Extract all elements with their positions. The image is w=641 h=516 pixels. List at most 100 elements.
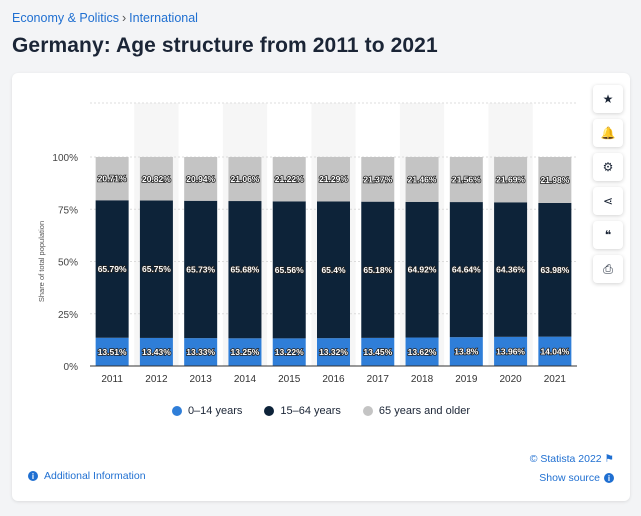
legend-dot-icon — [171, 406, 182, 416]
data-label: 13.96% — [496, 346, 525, 356]
bar-segment-0 — [184, 338, 218, 366]
bar-segment-0 — [494, 336, 528, 366]
data-label: 21.56% — [452, 175, 481, 185]
bar-segment-1 — [538, 202, 572, 337]
bar-segment-2 — [449, 157, 483, 203]
bar-segment-2 — [317, 156, 350, 202]
bar-segment-0 — [272, 338, 306, 366]
data-label: 20.82% — [142, 174, 171, 184]
bar-segment-1 — [449, 202, 483, 338]
x-tick-label: 2019 — [455, 374, 478, 385]
data-label: 21.46% — [408, 174, 437, 184]
data-label: 21.06% — [231, 174, 260, 184]
show-source-link[interactable]: Show source i — [539, 472, 614, 484]
copyright-text: © Statista 2022 — [529, 453, 602, 465]
data-label: 13.32% — [319, 347, 348, 357]
data-label: 65.56% — [275, 265, 304, 275]
legend-item-65-plus[interactable]: 65 years and older — [362, 405, 471, 417]
bar-segment-0 — [139, 337, 173, 366]
legend-label: 65 years and older — [378, 405, 471, 417]
bar-segment-0 — [361, 337, 395, 366]
legend-label: 15–64 years — [280, 405, 341, 417]
chart-legend: 0–14 years 15–64 years 65 years and olde… — [12, 405, 630, 417]
legend-dot-icon — [362, 406, 373, 416]
data-label: 21.69% — [496, 175, 525, 185]
info-icon: i — [604, 473, 614, 483]
chart-card: 0% 25% 50% 75% 100% Share of total population… — [12, 73, 630, 501]
bar-segment-0 — [228, 338, 262, 366]
print-icon[interactable]: ⎙ — [593, 255, 623, 283]
show-source-label: Show source — [539, 472, 600, 484]
x-tick-label: 2018 — [411, 374, 434, 385]
data-label: 20.71% — [98, 174, 127, 184]
copyright[interactable]: © Statista 2022 ⚑ — [530, 453, 614, 465]
legend-label: 0–14 years — [187, 405, 243, 417]
data-label: 21.22% — [275, 174, 304, 184]
bar-segment-1 — [405, 201, 439, 338]
bar-segment-0 — [538, 336, 572, 366]
x-tick-label: 2012 — [145, 374, 168, 385]
x-tick-label: 2015 — [278, 374, 301, 385]
data-label: 13.43% — [142, 347, 171, 357]
data-label: 20.94% — [186, 174, 215, 184]
data-label: 21.98% — [540, 175, 569, 185]
gear-icon[interactable]: ⚙ — [593, 153, 623, 181]
bar-segment-0 — [317, 338, 350, 366]
bar-segment-2 — [405, 157, 439, 202]
data-label: 13.51% — [98, 347, 127, 357]
bar-segment-1 — [494, 202, 528, 337]
bar-segment-2 — [184, 157, 218, 201]
y-tick-label: 75% — [58, 205, 78, 216]
data-label: 65.79% — [98, 264, 127, 274]
info-icon: i — [28, 471, 38, 481]
data-label: 13.22% — [275, 347, 304, 357]
x-tick-label: 2020 — [499, 374, 522, 385]
data-label: 13.8% — [454, 347, 479, 357]
bar-segment-1 — [228, 201, 262, 339]
x-tick-label: 2017 — [367, 374, 390, 385]
data-label: 14.04% — [540, 346, 569, 356]
y-tick-label: 100% — [52, 153, 78, 164]
bar-segment-1 — [184, 200, 218, 339]
data-label: 65.73% — [186, 264, 215, 274]
data-label: 65.68% — [231, 265, 260, 275]
bar-segment-2 — [139, 157, 173, 201]
data-label: 13.62% — [408, 347, 437, 357]
legend-item-15-64[interactable]: 15–64 years — [264, 405, 341, 417]
bar-segment-0 — [449, 337, 483, 366]
x-tick-label: 2011 — [101, 374, 123, 385]
data-label: 13.33% — [186, 347, 215, 357]
bar-segment-1 — [95, 200, 129, 338]
y-tick-label: 50% — [58, 258, 78, 269]
y-tick-label: 25% — [58, 310, 78, 321]
data-label: 21.29% — [319, 174, 348, 184]
bar-segment-2 — [494, 156, 528, 203]
data-label: 65.4% — [321, 265, 346, 275]
bar-segment-1 — [317, 201, 350, 339]
data-label: 64.64% — [452, 265, 481, 275]
data-label: 13.45% — [363, 347, 392, 357]
share-icon[interactable]: ⋖ — [593, 187, 623, 215]
breadcrumb-parent-link[interactable]: Economy & Politics — [12, 11, 119, 25]
bar-segment-1 — [361, 201, 395, 338]
legend-item-0-14[interactable]: 0–14 years — [171, 405, 243, 417]
quote-icon[interactable]: ❝ — [593, 221, 623, 249]
x-tick-label: 2014 — [234, 374, 257, 385]
data-label: 64.36% — [496, 265, 525, 275]
bar-segment-2 — [361, 157, 395, 202]
stacked-bar-chart: 0% 25% 50% 75% 100% Share of total population… — [37, 102, 577, 385]
star-icon[interactable]: ★ — [593, 85, 623, 113]
breadcrumb-current-link[interactable]: International — [129, 11, 198, 25]
data-label: 63.98% — [540, 265, 569, 275]
x-tick-label: 2016 — [322, 374, 345, 385]
bar-segment-2 — [272, 157, 306, 202]
data-label: 13.25% — [231, 347, 260, 357]
breadcrumb: Economy & Politics › International — [12, 11, 198, 25]
bell-icon[interactable]: 🔔 — [593, 119, 623, 147]
additional-information-label: Additional Information — [44, 470, 146, 482]
additional-information-link[interactable]: i Additional Information — [28, 470, 146, 482]
y-axis-label: Share of total population — [37, 221, 46, 302]
data-label: 65.18% — [363, 265, 392, 275]
data-label: 64.92% — [408, 265, 437, 275]
page-title: Germany: Age structure from 2011 to 2021 — [12, 34, 438, 57]
